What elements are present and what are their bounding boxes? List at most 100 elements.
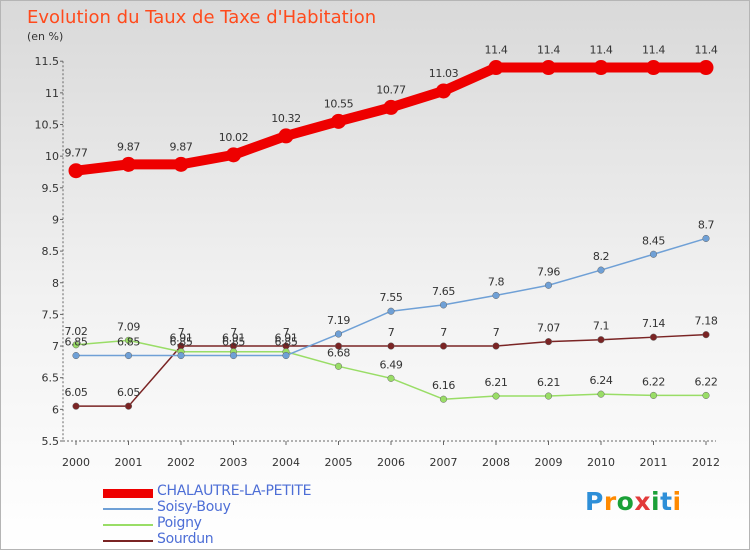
data-label: 8.2 [593,250,609,263]
legend-swatch [103,508,153,510]
chart-title: Evolution du Taux de Taxe d'Habitation [27,7,377,28]
proxiti-logo: Proxiti [585,487,682,516]
data-point [702,234,710,242]
data-point [72,351,80,360]
data-label: 10.55 [324,97,354,110]
data-point [544,281,553,289]
data-label: 7 [440,326,447,339]
y-tick-label: 11 [45,87,59,100]
data-point [121,156,136,172]
data-point [68,163,84,179]
legend-label: CHALAUTRE-LA-PETITE [157,483,312,499]
x-tick-label: 2007 [430,456,458,469]
data-label: 7.8 [488,275,505,288]
data-point [278,128,294,144]
data-label: 6.85 [222,336,245,349]
data-point [72,402,80,410]
x-tick-label: 2001 [115,456,143,469]
data-label: 6.85 [65,336,88,349]
y-tick-label: 8.5 [42,245,60,258]
y-tick-label: 7.5 [42,308,60,321]
data-label: 6.91 [275,332,298,345]
data-label: 6.21 [537,376,560,389]
data-point [439,395,448,403]
data-point [387,307,395,315]
data-label: 7.14 [642,317,665,330]
data-point [702,331,710,339]
data-label: 9.77 [65,147,88,160]
legend-swatch [103,488,153,498]
data-point [334,342,343,350]
y-tick-label: 10.5 [35,119,60,132]
data-point [492,291,500,299]
y-tick-label: 8 [52,277,59,290]
data-label: 6.49 [380,358,403,371]
x-tick-label: 2008 [482,456,510,469]
data-point [229,351,238,360]
data-label: 9.87 [117,140,140,153]
data-label: 7 [283,326,290,339]
data-label: 11.4 [695,44,718,57]
data-label: 6.22 [642,375,665,388]
data-label: 6.16 [432,379,455,392]
data-label: 6.91 [170,332,193,345]
data-point [331,113,346,129]
data-point [593,60,609,76]
data-label: 6.68 [327,346,350,359]
data-point [334,362,343,370]
data-label: 7.55 [380,291,403,304]
data-label: 7.02 [65,325,88,338]
data-label: 7.19 [327,314,350,327]
data-point [488,60,504,76]
data-point [439,301,448,309]
data-point [226,147,241,163]
x-tick-label: 2004 [272,456,300,469]
data-label: 6.85 [117,336,140,349]
data-label: 11.4 [537,44,560,57]
x-tick-label: 2009 [535,456,563,469]
data-label: 7.07 [537,322,560,335]
data-label: 7 [493,326,500,339]
data-label: 7.65 [432,285,455,298]
data-label: 6.85 [170,336,193,349]
data-point [492,342,500,350]
data-point [649,333,658,341]
data-point [698,60,714,76]
data-point [282,351,290,360]
data-point [124,336,133,344]
data-point [649,391,658,399]
data-point [334,330,343,338]
data-point [541,60,556,76]
data-point [173,156,189,172]
data-label: 6.91 [222,332,245,345]
data-label: 6.21 [485,376,508,389]
data-point [702,391,710,399]
data-label: 7.96 [537,265,560,278]
data-label: 7 [388,326,395,339]
data-point [439,342,448,350]
y-tick-label: 11.5 [35,55,60,68]
x-tick-label: 2011 [640,456,668,469]
legend-swatch [103,540,153,542]
data-label: 6.24 [590,374,613,387]
legend-label: Sourdun [157,531,214,547]
data-label: 10.02 [219,131,249,144]
x-tick-label: 2006 [377,456,405,469]
data-point [597,266,605,274]
data-point [649,250,658,258]
y-tick-label: 10 [45,150,59,163]
data-label: 7 [230,326,237,339]
y-tick-label: 6 [52,403,59,416]
data-label: 6.05 [117,386,140,399]
data-point [177,351,185,360]
data-label: 6.85 [275,336,298,349]
data-label: 9.87 [170,140,193,153]
data-label: 11.4 [590,44,613,57]
data-label: 11.4 [642,44,665,57]
legend-label: Poigny [157,515,202,531]
y-tick-label: 6.5 [42,372,60,385]
data-point [387,342,395,350]
data-point [72,341,80,349]
